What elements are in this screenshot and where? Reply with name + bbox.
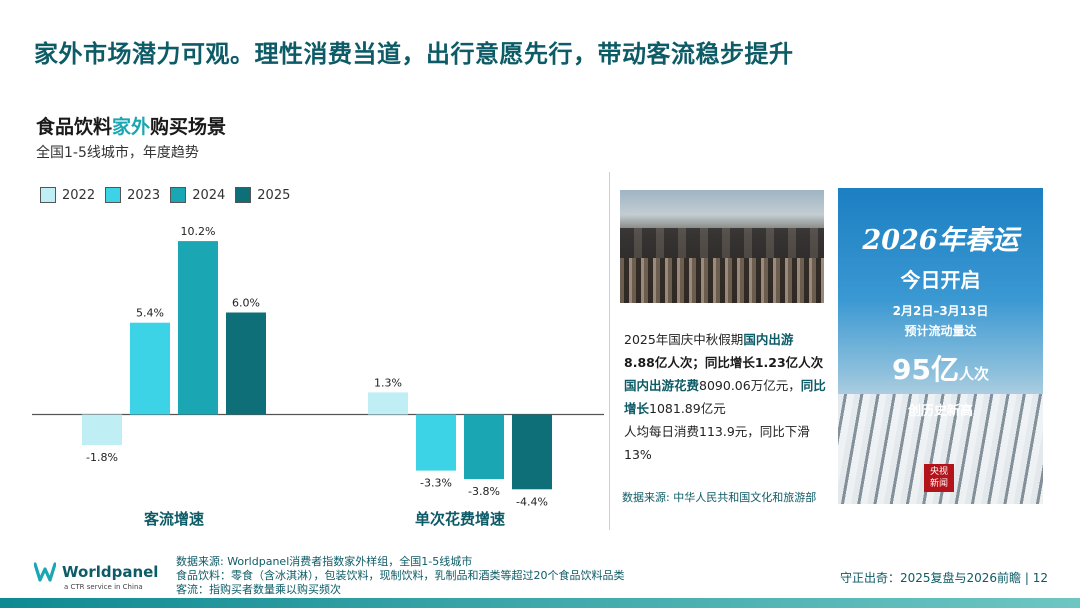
legend-item-2022: 2022 [40, 187, 95, 203]
poster-date: 2月2日–3月13日 [892, 304, 989, 318]
caption-part6: 8090.06万亿元， [699, 378, 801, 393]
poster-record: 创历史新高 [907, 404, 973, 419]
worldpanel-logo-icon [34, 562, 56, 582]
bar-value-label: -3.3% [420, 477, 452, 490]
badge-line2: 新闻 [929, 479, 948, 489]
bar-2022-0 [82, 414, 122, 446]
category-label: 客流增速 [143, 510, 204, 528]
caption-part8: 1081.89亿元 [649, 401, 726, 416]
chart-title-suffix: 购买场景 [150, 116, 227, 138]
bar-2025-1 [512, 414, 552, 490]
footer-page-info: 守正出奇：2025复盘与2026前瞻 | 12 [839, 571, 1048, 585]
legend-swatch-2022 [40, 187, 56, 203]
poster-flow: 预计流动量达 [904, 324, 977, 338]
travel-caption: 2025年国庆中秋假期国内出游 8.88亿人次；同比增长1.23亿人次国内出游花费… [624, 328, 836, 466]
legend-item-2025: 2025 [235, 187, 290, 203]
bar-value-label: 10.2% [181, 225, 216, 238]
town-photo-crowd [620, 258, 824, 303]
category-label: 单次花费增速 [415, 510, 505, 528]
cctv-news-badge: 央视 新闻 [924, 464, 954, 492]
logo-tagline: a CTR service in China [64, 583, 143, 591]
bar-2022-1 [368, 392, 408, 415]
caption-part3: 8.88 [624, 355, 655, 370]
bar-value-label: 6.0% [232, 297, 260, 310]
legend-item-2023: 2023 [105, 187, 160, 203]
bottom-accent-bar [0, 598, 1080, 608]
chart-subtitle: 全国1-5线城市，年度趋势 [36, 145, 199, 161]
chart-legend: 2022 2023 2024 2025 [40, 187, 290, 203]
chart-title-prefix: 食品饮料 [36, 116, 113, 138]
bar-value-label: 5.4% [136, 307, 164, 320]
town-photo [620, 190, 824, 303]
bar-value-label: -3.8% [468, 485, 500, 498]
caption-part9: 人均每日消费113.9元，同比下滑13% [624, 424, 810, 462]
bar-2024-1 [464, 414, 504, 480]
bar-2025-0 [226, 312, 266, 415]
town-photo-roofs [620, 228, 824, 258]
logo-name: Worldpanel [62, 563, 159, 581]
bar-value-label: -1.8% [86, 451, 118, 464]
source-right: 数据来源: 中华人民共和国文化和旅游部 [622, 491, 817, 504]
caption-part5: 国内出游花费 [624, 378, 700, 393]
legend-swatch-2023 [105, 187, 122, 203]
page-headline: 家外市场潜力可观。理性消费当道，出行意愿先行，带动客流稳步提升 [34, 40, 794, 68]
vertical-divider [609, 172, 610, 530]
bar-value-label: 1.3% [374, 376, 402, 389]
footnotes: 数据来源: Worldpanel消费者指数家外样组，全国1-5线城市 食品饮料：… [176, 555, 625, 597]
chart-title-highlight: 家外 [112, 116, 151, 138]
footnote-line3: 客流：指购买者数量乘以购买频次 [176, 583, 341, 596]
legend-label-2024: 2024 [192, 187, 226, 203]
legend-swatch-2025 [235, 187, 252, 203]
legend-item-2024: 2024 [170, 187, 225, 203]
badge-line1: 央视 [929, 467, 948, 477]
caption-part2: 国内出游 [743, 332, 794, 347]
bar-chart: -1.8% 5.4% 10.2% 6.0% 客流增速 1.3% -3.3% -3.8% -4.4… [32, 225, 604, 528]
caption-part4: 亿人次；同比增长1.23亿人次 [654, 355, 824, 370]
bar-2023-1 [416, 414, 456, 471]
legend-label-2025: 2025 [257, 187, 291, 203]
poster-volume: 95亿人次 [838, 348, 1043, 388]
poster-title: 2026年春运 [862, 225, 1019, 256]
caption-part7: 同比增长 [624, 378, 826, 416]
poster-volume-unit: 人次 [958, 365, 989, 383]
caption-part1: 2025年国庆中秋假期 [624, 332, 744, 347]
chart-title: 食品饮料家外购买场景 [36, 112, 226, 139]
footnote-line2: 食品饮料：零食（含冰淇淋），包装饮料，现制饮料，乳制品和酒类等超过20个食品饮料… [176, 569, 625, 582]
bar-2023-0 [130, 322, 170, 415]
legend-swatch-2024 [170, 187, 187, 203]
footnote-line1: 数据来源: Worldpanel消费者指数家外样组，全国1-5线城市 [176, 555, 473, 568]
legend-label-2023: 2023 [127, 187, 161, 203]
bar-2024-0 [178, 241, 218, 415]
poster-open: 今日开启 [900, 268, 981, 292]
legend-label-2022: 2022 [62, 187, 96, 203]
poster-volume-num: 95亿 [892, 353, 959, 386]
bar-value-label: -4.4% [516, 495, 548, 508]
spring-travel-poster: 2026年春运 今日开启 2月2日–3月13日 预计流动量达 95亿人次 创历史… [838, 188, 1043, 504]
